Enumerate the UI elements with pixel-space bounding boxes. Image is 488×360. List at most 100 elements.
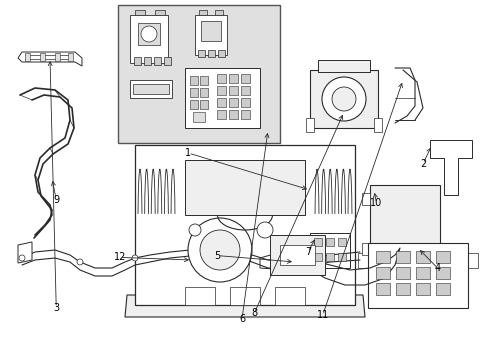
Bar	[337, 253, 346, 261]
Polygon shape	[199, 10, 206, 15]
Circle shape	[19, 255, 25, 261]
Polygon shape	[467, 253, 477, 268]
Polygon shape	[429, 140, 471, 195]
Bar	[190, 88, 198, 97]
Bar	[313, 238, 321, 246]
Bar	[40, 53, 45, 61]
Circle shape	[321, 77, 365, 121]
Bar	[138, 23, 160, 45]
Polygon shape	[274, 287, 305, 305]
Bar	[217, 86, 225, 95]
Bar	[228, 98, 238, 107]
Polygon shape	[184, 160, 305, 215]
Bar	[325, 238, 333, 246]
Bar	[217, 98, 225, 107]
Bar	[190, 76, 198, 85]
Bar	[415, 267, 429, 279]
Polygon shape	[207, 50, 215, 57]
Polygon shape	[361, 243, 369, 255]
Bar	[217, 110, 225, 119]
Bar	[435, 267, 449, 279]
Bar	[228, 86, 238, 95]
Polygon shape	[309, 233, 349, 268]
Bar	[373, 118, 381, 132]
Bar	[228, 74, 238, 83]
Polygon shape	[195, 15, 226, 55]
Bar	[193, 112, 204, 122]
Text: 2: 2	[419, 159, 425, 169]
Polygon shape	[361, 193, 369, 205]
Bar	[190, 100, 198, 109]
Polygon shape	[184, 68, 260, 128]
Text: 8: 8	[251, 308, 257, 318]
Bar	[313, 253, 321, 261]
Bar	[395, 267, 409, 279]
Bar	[217, 74, 225, 83]
Polygon shape	[135, 10, 145, 15]
Polygon shape	[130, 15, 168, 63]
Bar	[241, 110, 249, 119]
Polygon shape	[18, 52, 82, 66]
Bar	[395, 251, 409, 263]
Bar	[68, 53, 73, 61]
Polygon shape	[198, 50, 204, 57]
Polygon shape	[143, 57, 151, 65]
Text: 5: 5	[214, 251, 220, 261]
Text: 10: 10	[369, 198, 382, 208]
Bar	[201, 21, 221, 41]
Bar	[118, 5, 280, 143]
Polygon shape	[369, 185, 439, 263]
Circle shape	[187, 218, 251, 282]
Bar	[395, 283, 409, 295]
Polygon shape	[357, 253, 367, 268]
Bar	[337, 238, 346, 246]
Bar	[200, 88, 207, 97]
Bar	[228, 110, 238, 119]
Polygon shape	[163, 57, 171, 65]
Polygon shape	[309, 70, 377, 128]
Bar	[133, 84, 169, 94]
Circle shape	[141, 26, 157, 42]
Bar	[280, 245, 314, 265]
Bar	[415, 283, 429, 295]
Circle shape	[132, 255, 138, 261]
Text: 9: 9	[53, 195, 59, 205]
Text: 3: 3	[53, 303, 59, 313]
Polygon shape	[260, 250, 314, 273]
Text: 1: 1	[185, 148, 191, 158]
Bar	[435, 251, 449, 263]
Polygon shape	[302, 243, 309, 258]
Bar	[435, 283, 449, 295]
Bar	[375, 251, 389, 263]
Bar	[305, 118, 313, 132]
Bar	[25, 53, 30, 61]
Bar	[200, 76, 207, 85]
Polygon shape	[134, 57, 141, 65]
Bar	[269, 235, 325, 275]
Circle shape	[331, 87, 355, 111]
Text: 12: 12	[113, 252, 126, 262]
Polygon shape	[317, 60, 369, 72]
Bar	[415, 251, 429, 263]
Text: 7: 7	[305, 247, 310, 257]
Circle shape	[257, 222, 272, 238]
Bar	[241, 98, 249, 107]
Bar	[325, 253, 333, 261]
Bar	[375, 267, 389, 279]
Circle shape	[200, 230, 240, 270]
Polygon shape	[229, 287, 260, 305]
Polygon shape	[215, 10, 223, 15]
Circle shape	[286, 257, 292, 263]
Polygon shape	[184, 287, 215, 305]
Polygon shape	[367, 243, 467, 308]
Polygon shape	[154, 57, 161, 65]
Bar	[241, 74, 249, 83]
Text: 6: 6	[239, 314, 244, 324]
Circle shape	[77, 259, 83, 265]
Polygon shape	[135, 145, 354, 305]
Bar	[241, 86, 249, 95]
Circle shape	[212, 245, 218, 251]
Bar	[130, 80, 172, 98]
Bar	[375, 283, 389, 295]
Polygon shape	[18, 242, 32, 263]
